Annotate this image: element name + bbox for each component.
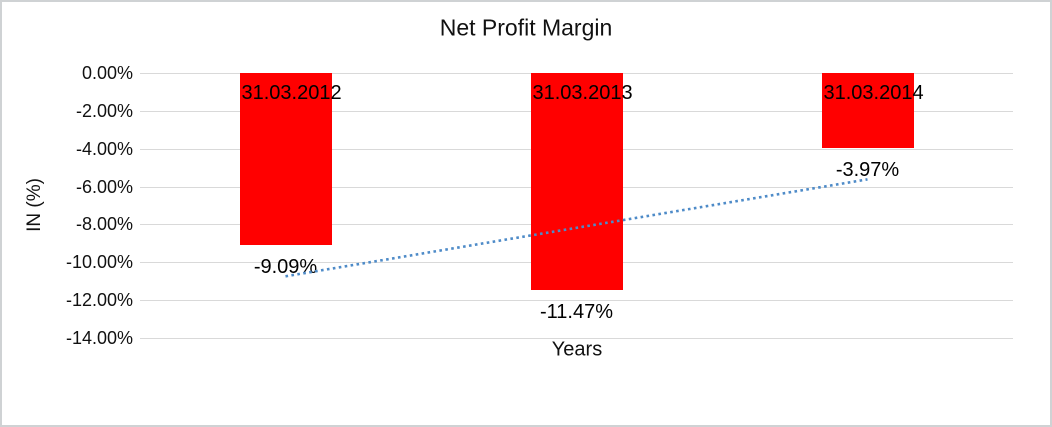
y-axis-tick-label: -14.00% [65, 328, 133, 348]
y-axis-tick-label: -6.00% [75, 176, 133, 197]
bar-31.03.2013 [530, 73, 623, 291]
category-label: 31.03.2012 [241, 82, 342, 104]
category-label: 31.03.2013 [532, 82, 633, 104]
value-label: -9.09% [253, 256, 318, 279]
y-axis-tick-label: -10.00% [65, 252, 133, 273]
y-axis-tick-label: -8.00% [75, 214, 133, 235]
y-axis-tick-label: 0.00% [81, 63, 133, 83]
value-label: -11.47% [539, 301, 613, 324]
chart-title: Net Profit Margin [439, 14, 613, 41]
y-axis-tick-label: -4.00% [75, 138, 133, 159]
category-label: 31.03.2014 [823, 82, 924, 104]
bar-31.03.2014 [821, 73, 914, 149]
y-axis-tick-label: -2.00% [75, 100, 133, 121]
gridline [140, 300, 1013, 302]
y-axis-tick-label: -12.00% [65, 290, 133, 311]
value-label: -3.97% [835, 159, 900, 182]
x-axis-title: Years [551, 338, 603, 361]
gridline [140, 338, 1013, 339]
